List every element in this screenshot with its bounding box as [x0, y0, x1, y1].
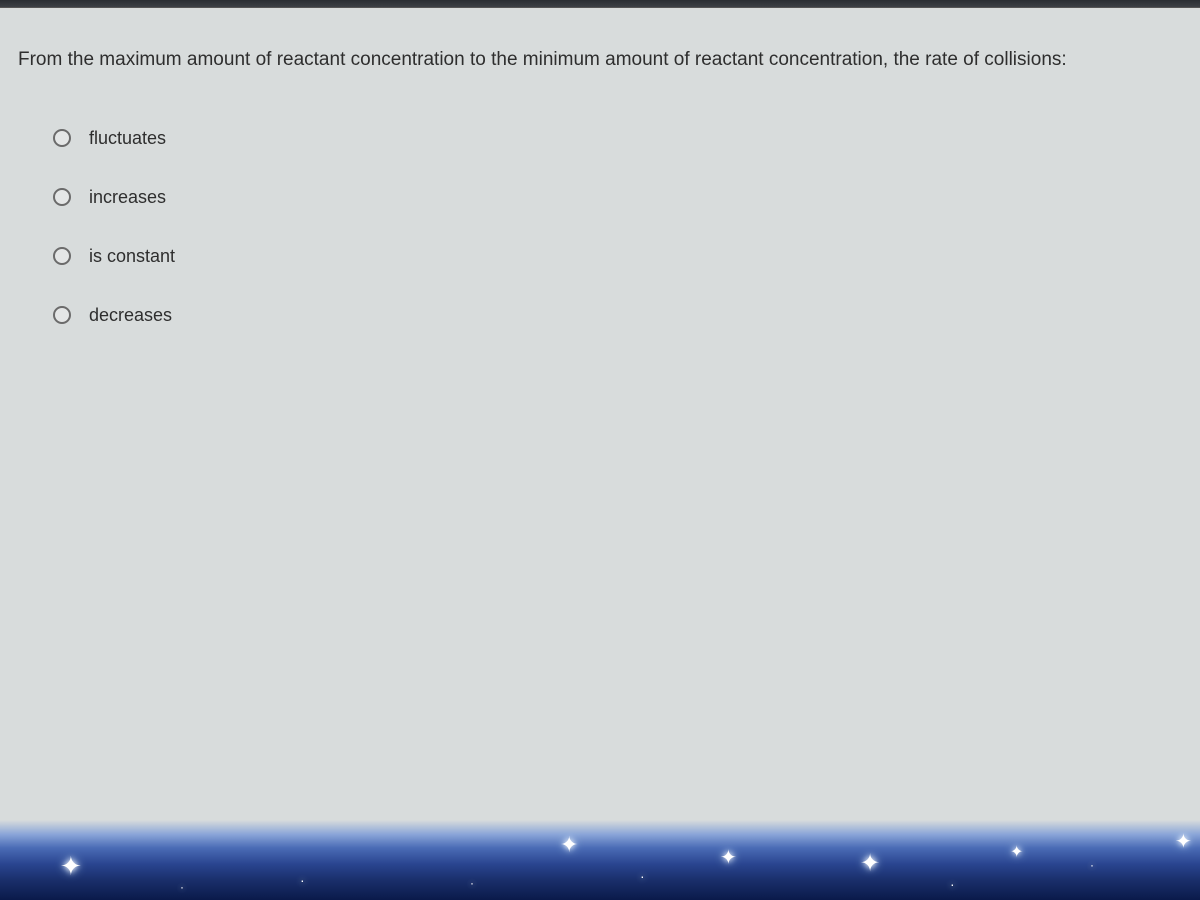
radio-icon[interactable]: [53, 247, 71, 265]
option-label: increases: [89, 187, 166, 208]
option-label: fluctuates: [89, 128, 166, 149]
window-top-border: [0, 0, 1200, 8]
option-fluctuates[interactable]: fluctuates: [53, 128, 1182, 149]
radio-icon[interactable]: [53, 306, 71, 324]
answer-options-list: fluctuates increases is constant decreas…: [18, 128, 1182, 326]
question-content: From the maximum amount of reactant conc…: [0, 8, 1200, 326]
desktop-wallpaper-strip: [0, 820, 1200, 900]
option-label: decreases: [89, 305, 172, 326]
question-prompt: From the maximum amount of reactant conc…: [18, 48, 1182, 73]
radio-icon[interactable]: [53, 188, 71, 206]
option-decreases[interactable]: decreases: [53, 305, 1182, 326]
option-is-constant[interactable]: is constant: [53, 246, 1182, 267]
radio-icon[interactable]: [53, 129, 71, 147]
option-label: is constant: [89, 246, 175, 267]
option-increases[interactable]: increases: [53, 187, 1182, 208]
